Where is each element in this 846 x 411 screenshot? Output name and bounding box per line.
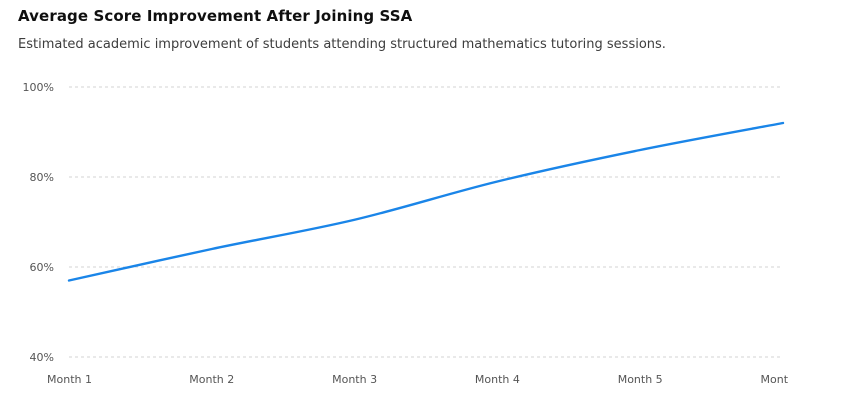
y-tick-label: 80%	[30, 171, 54, 184]
chart-title: Average Score Improvement After Joining …	[18, 7, 413, 25]
chart-subtitle: Estimated academic improvement of studen…	[18, 37, 666, 52]
x-tick-label: Month 4	[475, 373, 520, 386]
x-tick-label: Month 3	[332, 373, 377, 386]
y-axis-ticks: 40% 60% 80% 100%	[23, 81, 54, 364]
series-line	[67, 121, 785, 282]
series-layer	[67, 121, 785, 282]
x-axis-ticks: Month 1 Month 2 Month 3 Month 4 Month 5 Month…	[47, 373, 806, 386]
x-tick-label: Month 2	[189, 373, 234, 386]
y-tick-label: 60%	[30, 261, 54, 274]
x-tick-label: Month 5	[618, 373, 663, 386]
x-tick-label: Month 1	[47, 373, 92, 386]
y-tick-label: 100%	[23, 81, 54, 94]
x-tick-label: Month 6	[761, 373, 806, 386]
y-tick-label: 40%	[30, 351, 54, 364]
grid-layer	[69, 86, 783, 358]
